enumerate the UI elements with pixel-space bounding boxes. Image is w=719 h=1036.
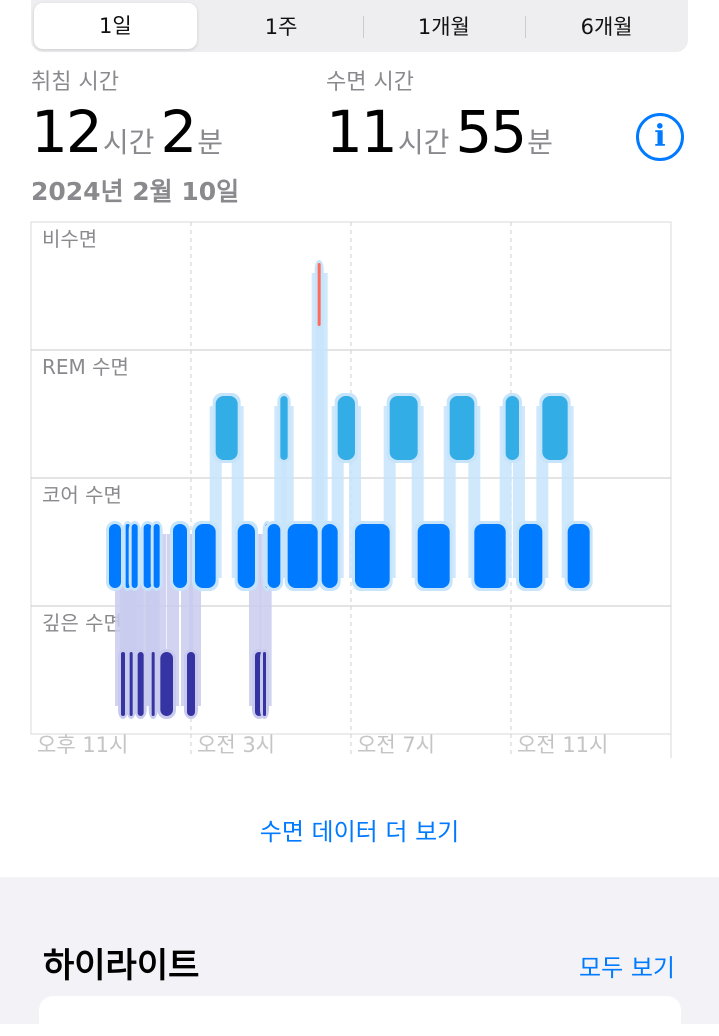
asleep-value: 11시간 55분 <box>326 98 559 166</box>
highlight-card[interactable] <box>39 996 681 1036</box>
minute-unit: 분 <box>197 126 224 159</box>
in-bed-value: 12시간 2분 <box>31 98 229 166</box>
sleep-segment-deep <box>129 652 133 716</box>
asleep-hours: 11 <box>326 98 398 166</box>
sleep-segment-core <box>287 524 318 588</box>
stage-transition-connector <box>315 273 328 578</box>
sleep-segment-rem <box>215 396 238 460</box>
sleep-segment-rem <box>505 396 519 460</box>
stage-label-rem: REM 수면 <box>42 355 129 379</box>
sleep-segment-deep <box>151 652 155 716</box>
sleep-segment-deep <box>121 652 125 716</box>
x-tick-label: 오전 3시 <box>197 733 275 757</box>
sleep-segment-core <box>237 524 255 588</box>
tab-1-day[interactable]: 1일 <box>34 3 197 49</box>
sleep-segment-core <box>474 524 506 588</box>
x-tick-label: 오전 7시 <box>357 733 435 757</box>
time-range-segmented-control: 1일 1주 1개월 6개월 <box>31 0 688 52</box>
highlights-title: 하이라이트 <box>43 946 200 986</box>
sleep-segment-rem <box>542 396 568 460</box>
sleep-segment-deep <box>160 652 173 716</box>
in-bed-minutes: 2 <box>160 98 197 166</box>
sleep-segment-rem <box>449 396 475 460</box>
asleep-label: 수면 시간 <box>326 70 414 95</box>
asleep-minutes: 55 <box>455 98 527 166</box>
sleep-segment-core <box>321 524 338 588</box>
more-sleep-data-link[interactable]: 수면 데이터 더 보기 <box>259 818 460 846</box>
tab-6-months[interactable]: 6개월 <box>525 2 688 52</box>
sleep-segment-core <box>153 524 160 588</box>
sleep-segment-deep <box>187 652 195 716</box>
hour-unit: 시간 <box>397 126 450 159</box>
sleep-segment-rem <box>389 396 418 460</box>
x-tick-label: 오전 11시 <box>517 733 608 757</box>
sleep-segment-rem <box>337 396 355 460</box>
sleep-segment-core <box>125 524 130 588</box>
show-all-link[interactable]: 모두 보기 <box>579 954 675 982</box>
in-bed-hours: 12 <box>31 98 103 166</box>
sleep-segment-core <box>131 524 138 588</box>
sleep-segment-core <box>143 524 152 588</box>
sleep-segment-awake <box>317 263 321 326</box>
stage-label-core: 코어 수면 <box>42 483 122 507</box>
tab-1-week[interactable]: 1주 <box>264 15 298 39</box>
sleep-segment-core <box>519 524 543 588</box>
info-circle-icon[interactable]: i <box>636 113 684 161</box>
in-bed-label: 취침 시간 <box>31 70 119 95</box>
sleep-segment-core <box>355 524 390 588</box>
sleep-segment-core <box>267 524 281 588</box>
date-label: 2024년 2월 10일 <box>31 177 240 206</box>
sleep-segment-deep <box>263 652 266 716</box>
tab-1-month[interactable]: 1개월 <box>362 2 526 52</box>
sleep-segment-core <box>173 524 187 588</box>
minute-unit: 분 <box>527 126 553 159</box>
x-tick-label: 오후 11시 <box>37 733 128 757</box>
sleep-segment-core <box>567 524 590 588</box>
sleep-segment-deep <box>137 652 144 716</box>
sleep-segment-rem <box>280 396 288 460</box>
sleep-segment-core <box>195 524 216 588</box>
stage-label-awake: 비수면 <box>42 227 97 251</box>
stage-label-deep: 깊은 수면 <box>42 611 122 635</box>
hour-unit: 시간 <box>102 126 155 159</box>
sleep-segment-core <box>109 524 121 588</box>
stage-transition-connector <box>125 534 138 706</box>
sleep-segment-core <box>417 524 450 588</box>
